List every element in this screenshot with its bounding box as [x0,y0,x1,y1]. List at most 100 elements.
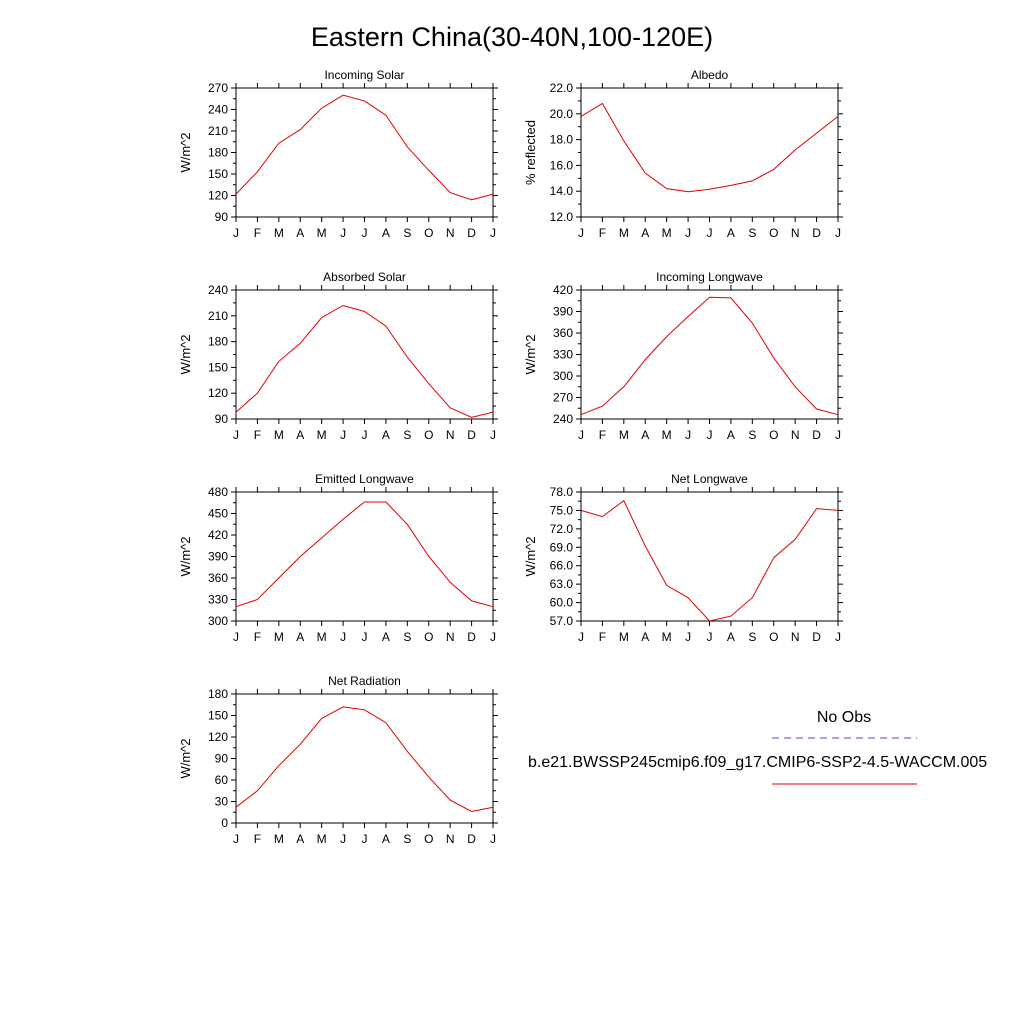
x-tick-label: D [467,832,476,846]
panel-title: Incoming Longwave [656,270,763,284]
x-tick-label: J [707,630,713,644]
x-tick-label: N [791,226,800,240]
x-tick-label: N [791,428,800,442]
x-tick-label: A [727,630,735,644]
x-tick-label: J [707,428,713,442]
y-tick-label: 450 [208,507,228,521]
plot-frame [235,693,494,824]
x-tick-label: J [835,226,841,240]
x-tick-label: O [424,832,433,846]
x-tick-label: O [769,428,778,442]
x-tick-label: D [812,428,821,442]
x-tick-label: F [254,630,261,644]
y-tick-label: 420 [208,528,228,542]
x-tick-label: A [382,428,390,442]
x-tick-label: J [233,428,239,442]
x-tick-label: J [578,630,584,644]
y-axis-label: W/m^2 [178,132,193,172]
y-tick-label: 63.0 [550,577,574,591]
y-tick-label: 57.0 [550,614,574,628]
x-tick-label: M [619,630,629,644]
x-tick-label: M [619,226,629,240]
y-tick-label: 300 [208,614,228,628]
plot-frame [235,87,494,218]
y-tick-label: 270 [208,81,228,95]
panel-title: Incoming Solar [324,68,404,82]
series-line [235,304,494,418]
y-tick-label: 180 [208,335,228,349]
x-tick-label: O [769,630,778,644]
x-tick-label: S [748,630,756,644]
x-tick-label: J [233,832,239,846]
y-tick-label: 60 [215,773,229,787]
x-tick-label: M [662,630,672,644]
y-tick-label: 330 [553,348,573,362]
x-tick-label: D [467,630,476,644]
y-tick-label: 120 [208,386,228,400]
x-tick-label: A [727,428,735,442]
y-tick-label: 240 [208,103,228,117]
y-tick-label: 480 [208,485,228,499]
x-tick-label: J [835,428,841,442]
y-tick-label: 22.0 [550,81,574,95]
x-tick-label: J [835,630,841,644]
y-tick-label: 180 [208,687,228,701]
x-tick-label: N [446,630,455,644]
series-line [235,94,494,201]
series-line [235,501,494,608]
legend: No Obs b.e21.BWSSP245cmip6.f09_g17.CMIP6… [528,709,987,785]
legend-model-label: b.e21.BWSSP245cmip6.f09_g17.CMIP6-SSP2-4… [528,754,987,771]
x-tick-label: J [233,226,239,240]
x-tick-label: J [362,832,368,846]
panel-title: Net Radiation [328,674,401,688]
x-tick-label: F [254,226,261,240]
y-tick-label: 390 [553,305,573,319]
panel-incoming-solar: Incoming Solar 90 120 150 180 210 240 270 W/m^2 J… [178,68,498,240]
y-tick-label: 120 [208,189,228,203]
y-tick-label: 360 [208,571,228,585]
y-tick-label: 0 [221,816,228,830]
x-tick-label: J [362,630,368,644]
x-tick-label: F [254,832,261,846]
x-tick-label: M [317,428,327,442]
y-tick-label: 180 [208,146,228,160]
panels-group: Incoming Solar 90 120 150 180 210 240 270 W/m^2 J… [178,68,843,846]
x-tick-label: J [685,428,691,442]
y-tick-label: 66.0 [550,559,574,573]
y-axis-label: W/m^2 [523,334,538,374]
x-tick-label: O [424,226,433,240]
x-tick-label: J [685,226,691,240]
x-tick-label: J [362,226,368,240]
panel-title: Net Longwave [671,472,748,486]
x-tick-label: M [274,832,284,846]
x-tick-label: D [467,428,476,442]
panel-incoming-longwave: Incoming Longwave 240 270 300 330 360 390 420 W/… [523,270,843,442]
x-tick-label: O [424,630,433,644]
x-tick-label: J [233,630,239,644]
series-line [235,706,494,813]
x-tick-label: O [424,428,433,442]
y-tick-label: 420 [553,283,573,297]
x-tick-label: A [296,428,304,442]
y-axis-label: W/m^2 [178,738,193,778]
y-tick-label: 12.0 [550,210,574,224]
x-tick-label: A [641,226,649,240]
x-tick-label: J [340,832,346,846]
x-tick-label: N [446,226,455,240]
x-tick-label: F [599,630,606,644]
x-tick-label: M [662,428,672,442]
y-tick-label: 72.0 [550,522,574,536]
y-tick-label: 210 [208,124,228,138]
y-tick-label: 360 [553,326,573,340]
x-tick-label: N [446,428,455,442]
y-tick-label: 78.0 [550,485,574,499]
y-tick-label: 90 [215,752,229,766]
y-tick-label: 150 [208,360,228,374]
x-tick-label: S [748,428,756,442]
x-tick-label: J [490,428,496,442]
x-tick-label: M [317,226,327,240]
x-tick-label: A [382,832,390,846]
